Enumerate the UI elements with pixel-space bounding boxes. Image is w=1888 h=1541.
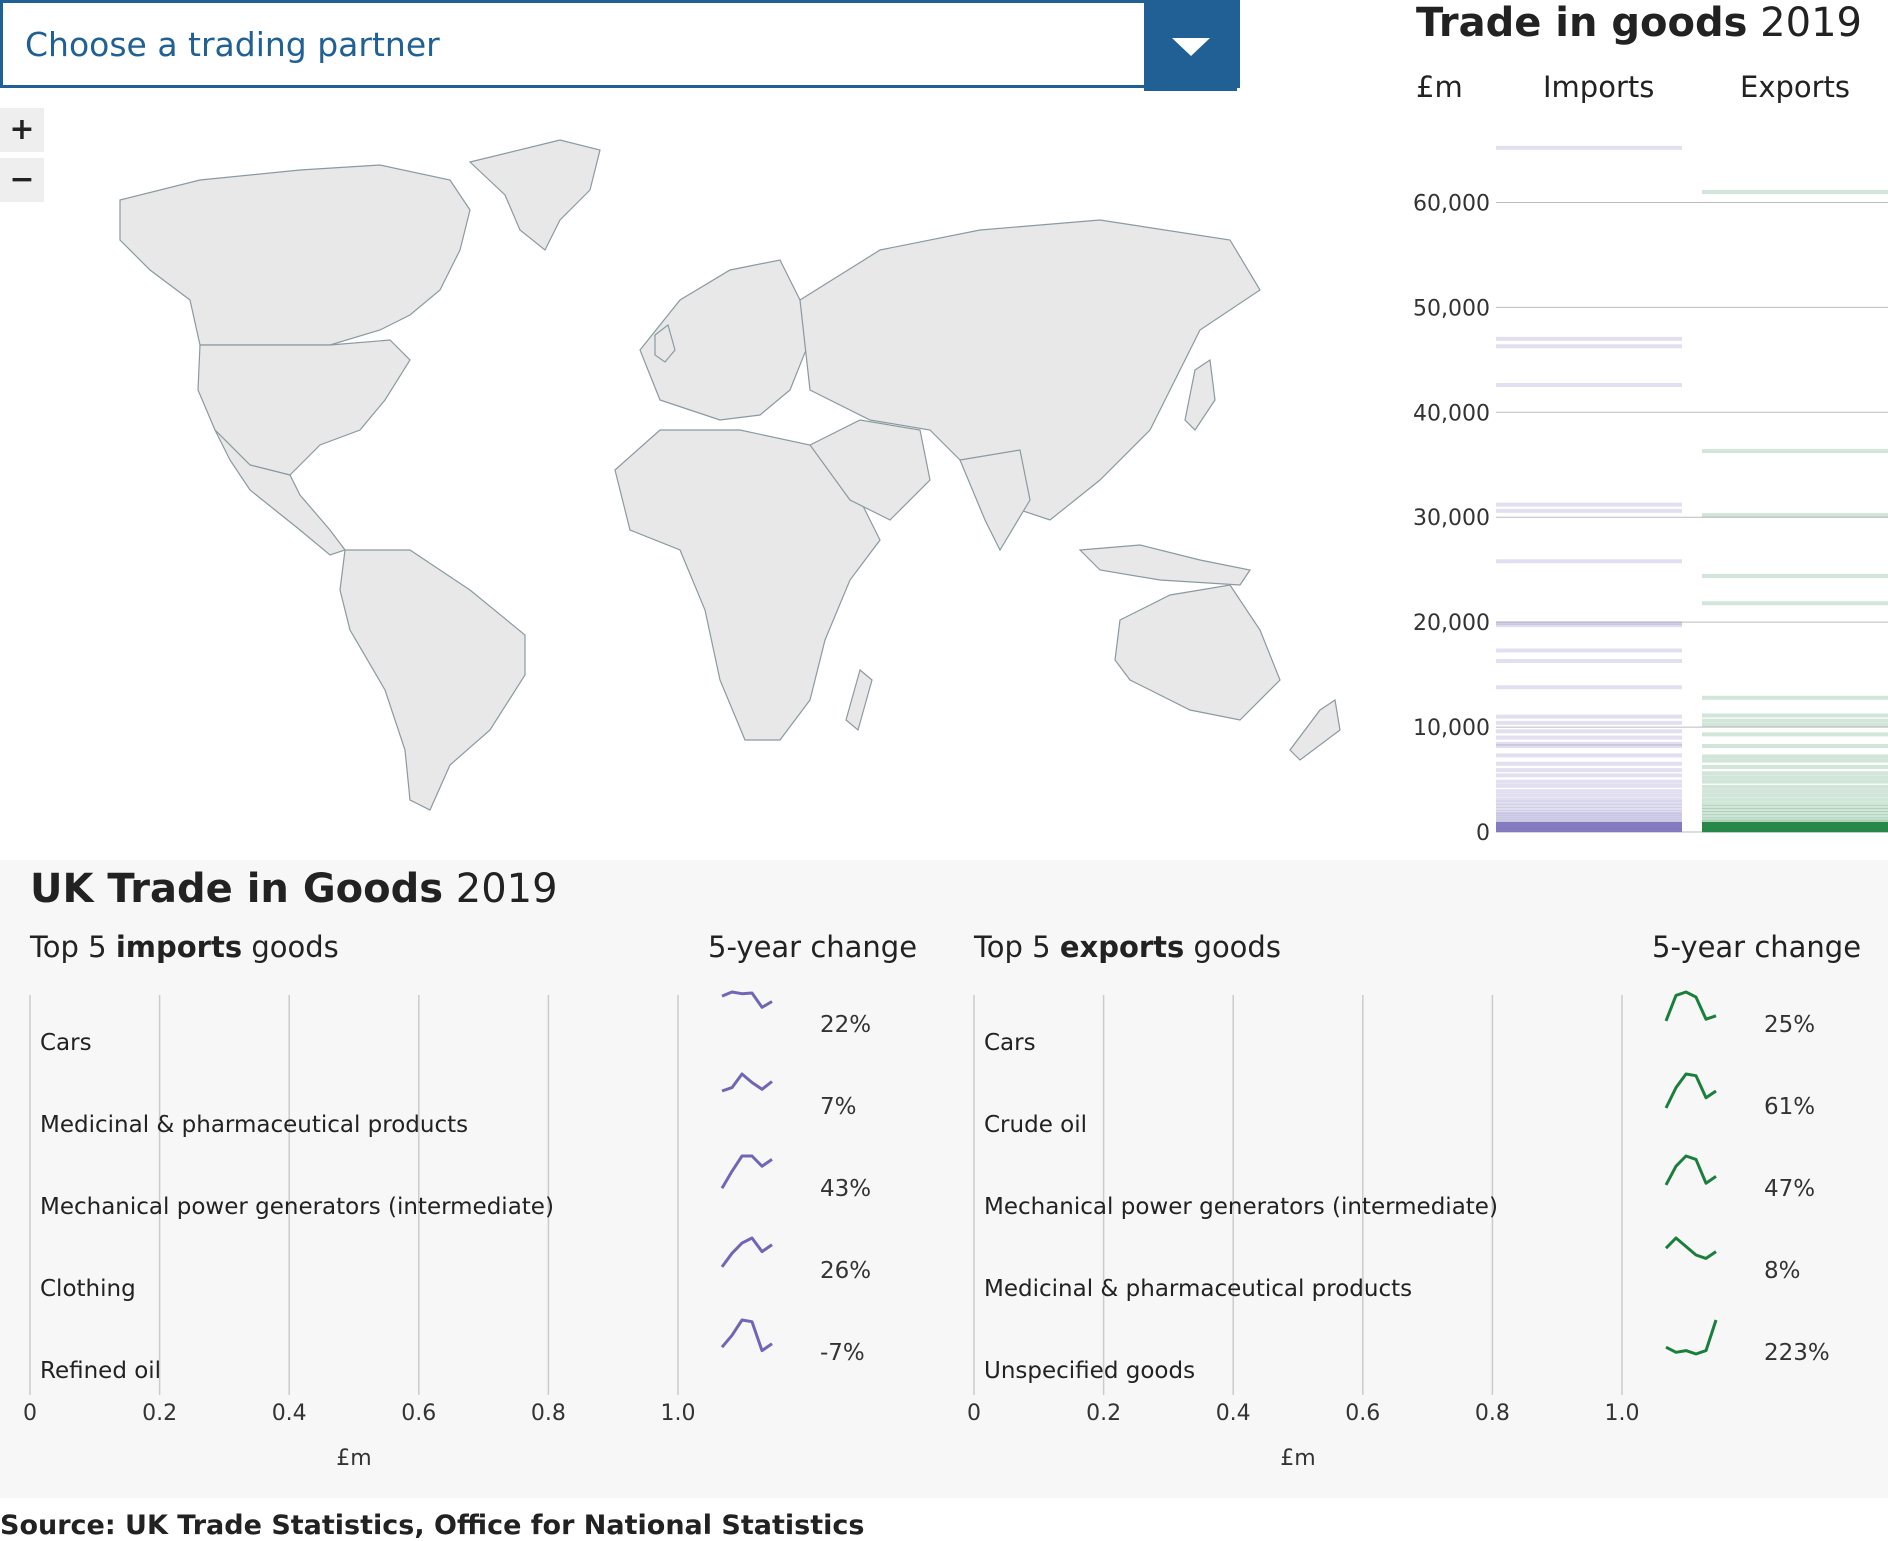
bar-category-label: Medicinal & pharmaceutical products — [984, 1276, 1412, 1302]
bar-category-label: Unspecified goods — [984, 1358, 1195, 1384]
map-region-south-america[interactable] — [339, 549, 526, 811]
bar-x-tick-label: 0.8 — [1475, 1401, 1510, 1426]
five-year-change-value: 7% — [820, 1094, 857, 1120]
strip-y-tick-label: 50,000 — [1413, 296, 1490, 321]
five-year-change-value: 43% — [820, 1176, 871, 1202]
exports-subtitle-pre: Top 5 — [974, 930, 1060, 964]
strip-chart-col-exports: Exports — [1740, 70, 1851, 104]
bar-x-tick-label: 0.4 — [1216, 1401, 1251, 1426]
imports-chart[interactable]: 0 0.2 0.4 0.6 0.8 1.0 £m Cars 22% Medicinal & pha… — [0, 990, 944, 1490]
map-region-australia[interactable] — [1114, 584, 1281, 721]
five-year-change-value: 61% — [1764, 1094, 1815, 1120]
sparkline — [1664, 1236, 1717, 1260]
exports-chart[interactable]: 0 0.2 0.4 0.6 0.8 1.0 £m Cars 25% Crude oil 61% Mec… — [944, 990, 1888, 1490]
bar-x-tick-label: 0.2 — [142, 1401, 177, 1426]
exports-subtitle-bold: exports — [1059, 930, 1185, 964]
map-region-greenland[interactable] — [468, 139, 601, 251]
bottom-title: UK Trade in Goods 2019 — [30, 866, 558, 912]
bar-category-label: Refined oil — [40, 1358, 161, 1384]
sparkline — [1664, 1154, 1717, 1186]
trading-partner-dropdown[interactable]: Choose a trading partner — [0, 0, 1240, 91]
bar-x-tick-label: 0.6 — [401, 1401, 436, 1426]
sparkline — [1664, 1072, 1717, 1109]
bar-category-label: Clothing — [40, 1276, 136, 1302]
bar-category-label: Mechanical power generators (intermediat… — [984, 1194, 1498, 1220]
five-year-change-value: 25% — [1764, 1012, 1815, 1038]
bar-category-label: Cars — [984, 1030, 1036, 1056]
strip-base-imports — [1496, 822, 1682, 832]
source-note: Source: UK Trade Statistics, Office for … — [0, 1510, 865, 1541]
bar-x-tick-label: 0 — [967, 1401, 981, 1426]
map-region-central-america[interactable] — [214, 429, 346, 556]
bar-x-axis-label: £m — [1280, 1446, 1315, 1471]
bar-category-label: Crude oil — [984, 1112, 1087, 1138]
imports-subtitle-pre: Top 5 — [30, 930, 116, 964]
bar-category-label: Medicinal & pharmaceutical products — [40, 1112, 468, 1138]
bar-x-tick-label: 1.0 — [661, 1401, 696, 1426]
bottom-panel — [0, 860, 1888, 1498]
sparkline — [720, 1236, 773, 1268]
dropdown-toggle-button[interactable] — [1144, 0, 1237, 91]
bar-x-tick-label: 0.8 — [531, 1401, 566, 1426]
bar-category-label: Mechanical power generators (intermediat… — [40, 1194, 554, 1220]
imports-subtitle-bold: imports — [115, 930, 243, 964]
zoom-out-button[interactable]: − — [0, 158, 44, 202]
exports-change-label: 5-year change — [1652, 930, 1862, 964]
exports-subtitle-post: goods — [1184, 930, 1281, 964]
map-region-new-zealand[interactable] — [1289, 698, 1341, 761]
map-region-asia[interactable] — [799, 219, 1261, 521]
sparkline — [720, 1318, 773, 1353]
strip-chart-title-year: 2019 — [1760, 0, 1862, 46]
five-year-change-value: 22% — [820, 1012, 871, 1038]
bottom-title-year: 2019 — [455, 866, 558, 912]
map-region-middle-east[interactable] — [809, 419, 931, 521]
imports-subtitle: Top 5 imports goods — [30, 930, 339, 964]
map-region-africa[interactable] — [614, 429, 881, 741]
strip-y-tick-label: 0 — [1476, 821, 1490, 846]
map-region-north-america-north[interactable] — [119, 164, 471, 346]
strip-y-tick-label: 40,000 — [1413, 401, 1490, 426]
sparkline — [721, 990, 773, 1009]
exports-subtitle: Top 5 exports goods — [974, 930, 1281, 964]
map-region-madagascar[interactable] — [845, 668, 873, 732]
bar-x-tick-label: 1.0 — [1605, 1401, 1640, 1426]
sparkline — [1665, 1319, 1718, 1356]
bar-category-label: Cars — [40, 1030, 92, 1056]
strip-chart-col-imports: Imports — [1543, 70, 1655, 104]
dropdown-placeholder: Choose a trading partner — [25, 25, 440, 64]
bar-x-tick-label: 0 — [23, 1401, 37, 1426]
bottom-title-bold: UK Trade in Goods — [30, 866, 444, 912]
five-year-change-value: -7% — [820, 1340, 865, 1366]
strip-chart-title-bold: Trade in goods — [1416, 0, 1748, 46]
map-region-india[interactable] — [959, 449, 1031, 552]
bar-x-axis-label: £m — [336, 1446, 371, 1471]
bar-x-tick-label: 0.6 — [1345, 1401, 1380, 1426]
chevron-down-icon — [1172, 38, 1210, 56]
map-region-europe[interactable] — [639, 259, 811, 421]
map-region-indonesia[interactable] — [1078, 544, 1251, 586]
five-year-change-value: 8% — [1764, 1258, 1801, 1284]
strip-y-tick-label: 10,000 — [1413, 716, 1490, 741]
imports-change-label: 5-year change — [708, 930, 918, 964]
strip-base-exports — [1702, 822, 1888, 832]
five-year-change-value: 26% — [820, 1258, 871, 1284]
map-region-japan[interactable] — [1184, 358, 1216, 431]
strip-chart-title: Trade in goods 2019 — [1416, 0, 1862, 46]
zoom-in-button[interactable]: + — [0, 108, 44, 152]
imports-subtitle-post: goods — [242, 930, 339, 964]
strip-y-tick-label: 20,000 — [1413, 611, 1490, 636]
sparkline — [720, 1154, 773, 1190]
map-region-uk[interactable] — [654, 323, 676, 363]
five-year-change-value: 223% — [1764, 1340, 1830, 1366]
strip-chart-unit: £m — [1416, 70, 1463, 104]
sparkline — [1664, 990, 1717, 1022]
strip-chart[interactable]: 0 10,000 20,000 30,000 40,000 50,000 60,000 — [1400, 120, 1888, 850]
sparkline — [721, 1072, 773, 1093]
world-map[interactable] — [0, 100, 1400, 820]
strip-y-tick-label: 60,000 — [1413, 191, 1490, 216]
bar-x-tick-label: 0.4 — [272, 1401, 307, 1426]
strip-y-tick-label: 30,000 — [1413, 506, 1490, 531]
five-year-change-value: 47% — [1764, 1176, 1815, 1202]
bar-x-tick-label: 0.2 — [1086, 1401, 1121, 1426]
